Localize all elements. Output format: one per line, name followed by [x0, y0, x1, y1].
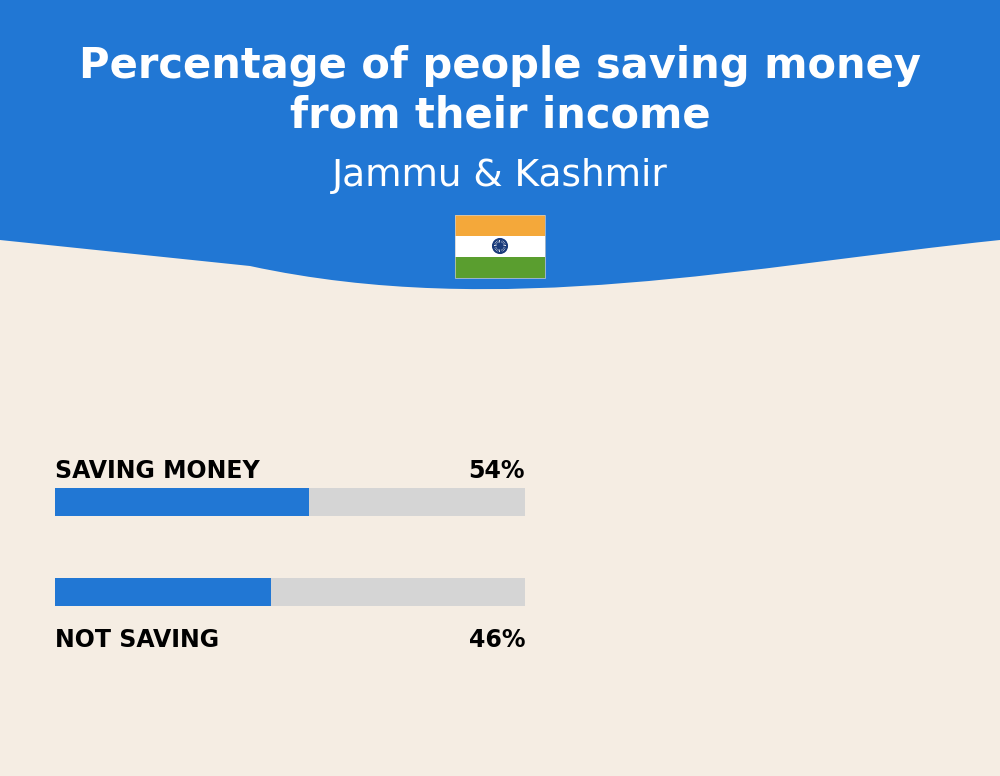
FancyBboxPatch shape	[55, 578, 525, 606]
PathPatch shape	[0, 0, 1000, 289]
FancyBboxPatch shape	[55, 578, 271, 606]
Circle shape	[498, 244, 503, 248]
Text: Jammu & Kashmir: Jammu & Kashmir	[332, 158, 668, 194]
Text: NOT SAVING: NOT SAVING	[55, 628, 219, 652]
FancyBboxPatch shape	[55, 488, 525, 516]
Text: Percentage of people saving money: Percentage of people saving money	[79, 45, 921, 87]
Text: from their income: from their income	[290, 95, 710, 137]
Text: 46%: 46%	[468, 628, 525, 652]
Text: 54%: 54%	[468, 459, 525, 483]
FancyBboxPatch shape	[455, 257, 545, 278]
FancyBboxPatch shape	[455, 214, 545, 235]
FancyBboxPatch shape	[455, 235, 545, 257]
Text: SAVING MONEY: SAVING MONEY	[55, 459, 260, 483]
FancyBboxPatch shape	[55, 488, 309, 516]
